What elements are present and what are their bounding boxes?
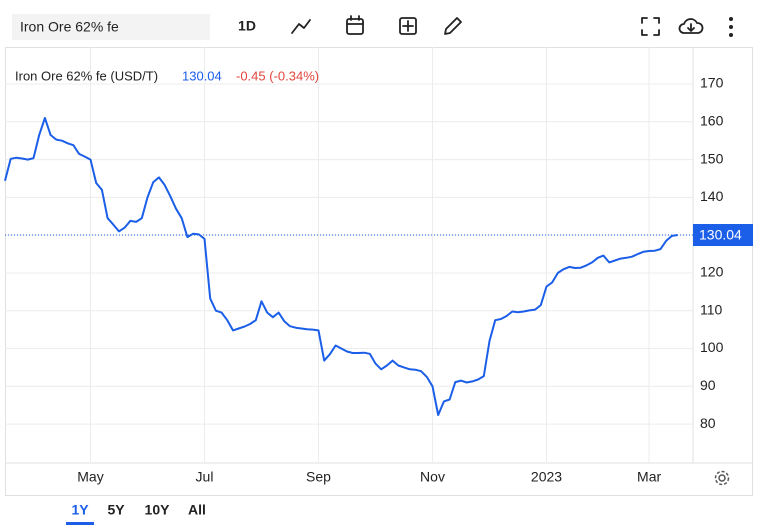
y-tick-label: 100 bbox=[700, 339, 724, 355]
compare-icon[interactable] bbox=[399, 17, 417, 35]
menu-icon[interactable] bbox=[729, 17, 733, 37]
grid: 8090100110120130140150160170MayJulSepNov… bbox=[5, 47, 724, 485]
legend-last: 130.04 bbox=[182, 68, 222, 83]
range-button[interactable]: 5Y bbox=[107, 502, 125, 518]
chart-frame bbox=[5, 47, 753, 496]
x-tick-label: Jul bbox=[196, 469, 214, 485]
fullscreen-icon[interactable] bbox=[641, 17, 660, 36]
draw-icon[interactable] bbox=[444, 17, 462, 35]
settings-icon[interactable] bbox=[714, 470, 730, 486]
last-price-label: 130.04 bbox=[699, 227, 742, 243]
legend-name: Iron Ore 62% fe (USD/T) bbox=[15, 68, 158, 83]
y-tick-label: 150 bbox=[700, 150, 724, 166]
y-tick-label: 90 bbox=[700, 377, 716, 393]
y-tick-label: 170 bbox=[700, 75, 724, 91]
legend-change: -0.45 (-0.34%) bbox=[236, 68, 319, 83]
y-tick-label: 140 bbox=[700, 188, 724, 204]
last-price-tag bbox=[693, 224, 753, 247]
range-button[interactable]: All bbox=[188, 502, 206, 518]
plot: 130.04 bbox=[4, 117, 753, 416]
symbol-text[interactable]: Iron Ore 62% fe bbox=[20, 19, 119, 35]
y-tick-label: 80 bbox=[700, 415, 716, 431]
range-button[interactable]: 1Y bbox=[71, 502, 89, 518]
x-tick-label: Mar bbox=[637, 469, 661, 485]
range-bar: 1Y 5Y 10Y All bbox=[66, 502, 206, 525]
interval-button[interactable]: 1D bbox=[238, 18, 256, 34]
price-line bbox=[4, 117, 678, 416]
x-tick-label: Sep bbox=[306, 469, 331, 485]
y-tick-label: 110 bbox=[700, 301, 723, 317]
x-tick-label: May bbox=[77, 469, 103, 485]
chart-type-icon[interactable] bbox=[291, 19, 311, 34]
calendar-icon[interactable] bbox=[346, 15, 364, 35]
x-tick-label: Nov bbox=[420, 469, 445, 485]
range-button[interactable]: 10Y bbox=[145, 502, 171, 518]
symbol-search[interactable] bbox=[12, 14, 210, 40]
range-underline bbox=[66, 522, 94, 525]
y-tick-label: 120 bbox=[700, 264, 724, 280]
y-tick-label: 160 bbox=[700, 113, 724, 129]
download-icon[interactable] bbox=[678, 18, 704, 34]
x-tick-label: 2023 bbox=[531, 469, 562, 485]
